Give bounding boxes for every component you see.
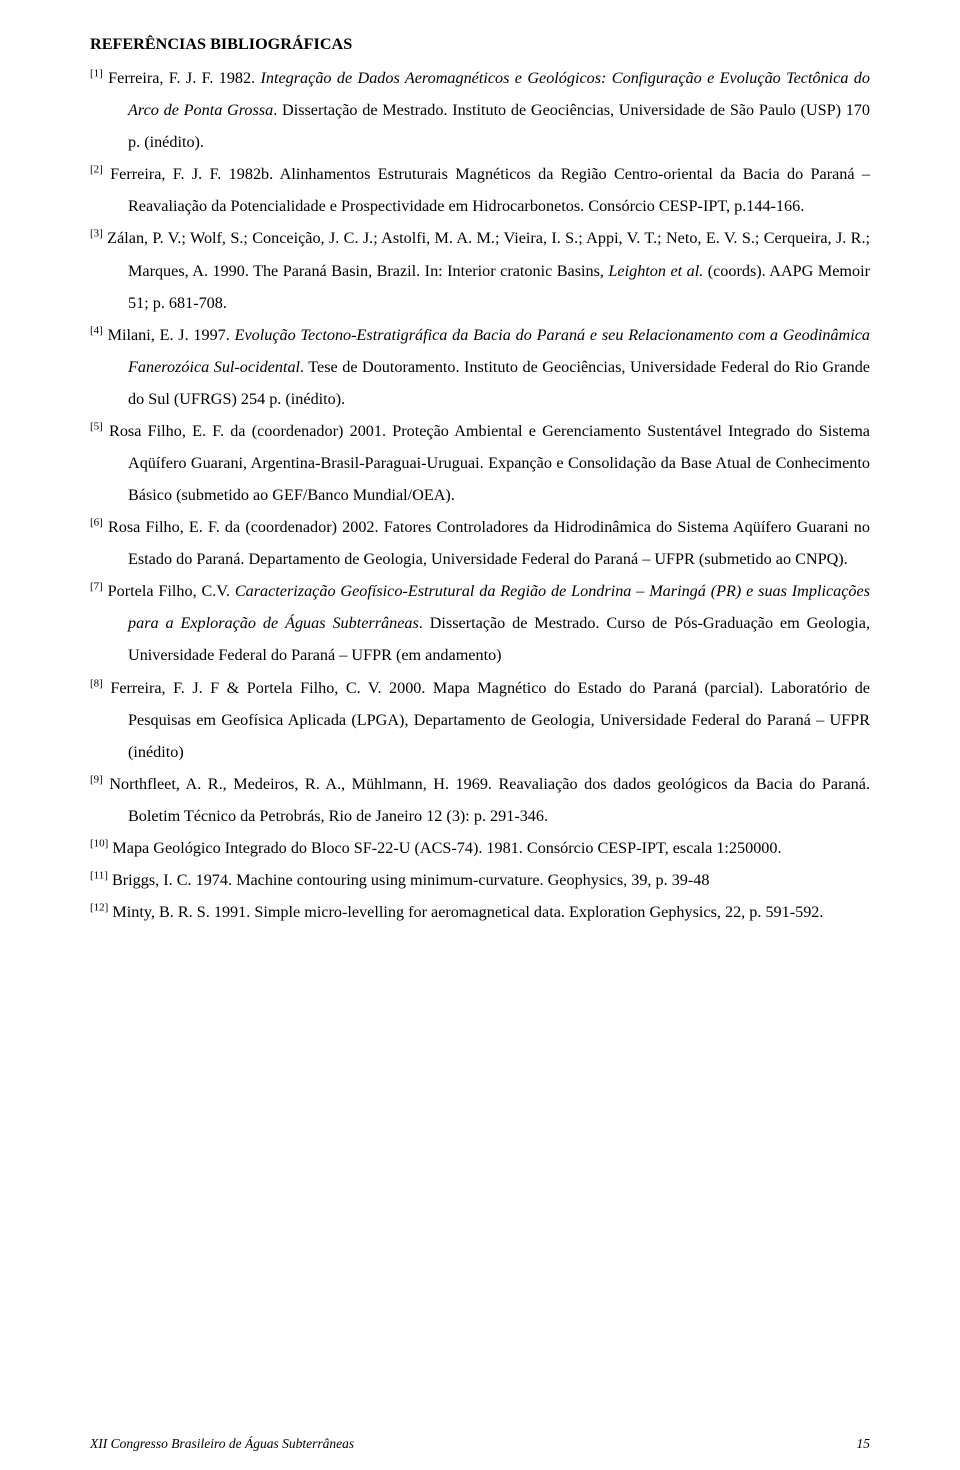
reference-number: [7] [90, 581, 103, 593]
section-title: REFERÊNCIAS BIBLIOGRÁFICAS [90, 28, 870, 60]
reference-item: [12] Minty, B. R. S. 1991. Simple micro-… [90, 896, 870, 928]
page-footer: XII Congresso Brasileiro de Águas Subter… [90, 1431, 870, 1458]
reference-text-pre: Rosa Filho, E. F. da (coordenador) 2002.… [103, 518, 870, 568]
reference-item: [7] Portela Filho, C.V. Caracterização G… [90, 575, 870, 671]
reference-text-italic: Leighton et al. [608, 262, 703, 280]
reference-text-pre: Ferreira, F. J. F. 1982b. Alinhamentos E… [103, 165, 870, 215]
reference-number: [4] [90, 324, 103, 336]
reference-text-pre: Ferreira, F. J. F & Portela Filho, C. V.… [103, 679, 870, 761]
reference-item: [1] Ferreira, F. J. F. 1982. Integração … [90, 62, 870, 158]
reference-item: [10] Mapa Geológico Integrado do Bloco S… [90, 832, 870, 864]
reference-number: [10] [90, 838, 108, 850]
reference-item: [2] Ferreira, F. J. F. 1982b. Alinhament… [90, 158, 870, 222]
reference-item: [4] Milani, E. J. 1997. Evolução Tectono… [90, 319, 870, 415]
reference-text-pre: Mapa Geológico Integrado do Bloco SF-22-… [108, 839, 781, 857]
reference-number: [3] [90, 228, 103, 240]
reference-number: [1] [90, 68, 103, 80]
reference-item: [11] Briggs, I. C. 1974. Machine contour… [90, 864, 870, 896]
reference-number: [6] [90, 517, 103, 529]
reference-item: [9] Northfleet, A. R., Medeiros, R. A., … [90, 768, 870, 832]
reference-text-pre: Ferreira, F. J. F. 1982. [103, 69, 261, 87]
reference-text-pre: Milani, E. J. 1997. [103, 326, 235, 344]
reference-number: [2] [90, 164, 103, 176]
reference-number: [9] [90, 773, 103, 785]
reference-text-pre: Briggs, I. C. 1974. Machine contouring u… [108, 871, 710, 889]
reference-number: [11] [90, 870, 108, 882]
reference-item: [8] Ferreira, F. J. F & Portela Filho, C… [90, 672, 870, 768]
reference-text-pre: Rosa Filho, E. F. da (coordenador) 2001.… [103, 422, 870, 504]
references-list: [1] Ferreira, F. J. F. 1982. Integração … [90, 62, 870, 928]
reference-item: [3] Zálan, P. V.; Wolf, S.; Conceição, J… [90, 222, 870, 318]
reference-number: [5] [90, 421, 103, 433]
reference-text-pre: Minty, B. R. S. 1991. Simple micro-level… [108, 903, 823, 921]
reference-item: [6] Rosa Filho, E. F. da (coordenador) 2… [90, 511, 870, 575]
reference-item: [5] Rosa Filho, E. F. da (coordenador) 2… [90, 415, 870, 511]
reference-text-pre: Portela Filho, C.V. [103, 582, 235, 600]
reference-text-pre: Northfleet, A. R., Medeiros, R. A., Mühl… [103, 775, 870, 825]
footer-left-text: XII Congresso Brasileiro de Águas Subter… [90, 1431, 354, 1458]
reference-number: [12] [90, 902, 108, 914]
footer-page-number: 15 [857, 1431, 871, 1458]
reference-number: [8] [90, 677, 103, 689]
